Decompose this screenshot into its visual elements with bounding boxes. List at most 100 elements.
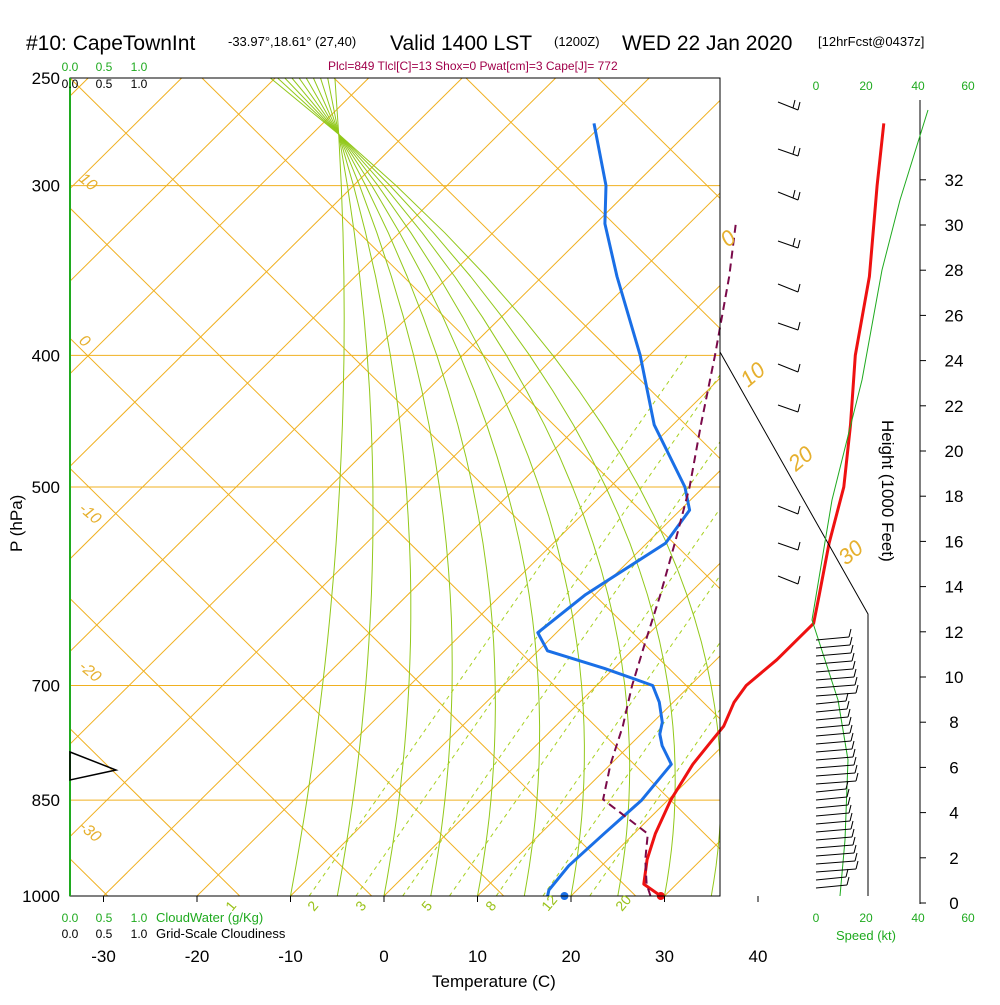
right-axis-label: Height (1000 Feet) bbox=[878, 420, 897, 562]
height-tick-label: 0 bbox=[949, 894, 958, 913]
cloudwater-tick-top: 1.0 bbox=[131, 60, 148, 74]
height-tick-label: 4 bbox=[949, 804, 958, 823]
wind-speed-tick-bottom: 0 bbox=[813, 911, 820, 925]
low-level-wind-barb-feather bbox=[852, 741, 854, 749]
cloudwater-label: CloudWater (g/Kg) bbox=[156, 910, 263, 925]
low-level-wind-barb bbox=[816, 789, 846, 792]
wind-speed-tick-bottom: 60 bbox=[961, 911, 975, 925]
low-level-wind-barb bbox=[816, 733, 850, 736]
wind-speed-tick-top: 20 bbox=[859, 79, 873, 93]
low-level-wind-barb-feather bbox=[854, 845, 856, 853]
wind-barb bbox=[778, 364, 798, 372]
cloudiness-tick-bottom: 1.0 bbox=[131, 927, 148, 941]
title-coords: -33.97°,18.61° (27,40) bbox=[228, 34, 356, 49]
dewpoint-line bbox=[538, 123, 690, 896]
height-tick-label: 24 bbox=[945, 352, 964, 371]
x-tick-label: 0 bbox=[379, 947, 388, 966]
wind-barb bbox=[778, 506, 798, 514]
low-level-wind-barb-feather bbox=[848, 797, 850, 805]
low-level-wind-barb bbox=[816, 637, 849, 640]
pressure-tick-label: 700 bbox=[32, 677, 60, 696]
low-level-wind-barb-feather bbox=[854, 669, 856, 677]
moist-adiabat-label: 10 bbox=[735, 356, 770, 391]
dry-adiabat-label: -10 bbox=[75, 500, 104, 528]
height-tick-label: 22 bbox=[945, 397, 964, 416]
dry-adiabat-label: -30 bbox=[75, 818, 104, 846]
low-level-wind-barb-feather bbox=[850, 725, 852, 733]
low-level-wind-barb bbox=[816, 885, 847, 888]
low-level-wind-barb-feather bbox=[850, 637, 852, 645]
x-axis-label: Temperature (C) bbox=[432, 972, 556, 991]
x-tick-label: 10 bbox=[468, 947, 487, 966]
mixing-ratio-line bbox=[403, 355, 781, 896]
low-level-wind-barb-feather bbox=[852, 653, 854, 661]
title-forecast: [12hrFcst@0437z] bbox=[818, 34, 924, 49]
moist-adiabat-label: 30 bbox=[833, 534, 868, 569]
wind-barb bbox=[778, 576, 798, 584]
cloudiness-tick-bottom: 0.5 bbox=[96, 927, 113, 941]
cloudwater-tick-bottom: 0.0 bbox=[62, 911, 79, 925]
low-level-wind-barb bbox=[816, 709, 847, 712]
low-level-wind-barb bbox=[816, 821, 850, 824]
x-tick-label: 30 bbox=[655, 947, 674, 966]
low-level-wind-barb-feather bbox=[849, 629, 851, 637]
x-tick-label: -20 bbox=[185, 947, 210, 966]
cloudiness-tick-top: 0.0 bbox=[62, 77, 79, 91]
low-level-wind-barb bbox=[816, 845, 853, 848]
dry-adiabat-label: 10 bbox=[75, 170, 100, 195]
low-level-wind-barb-feather bbox=[849, 805, 851, 813]
x-tick-label: -10 bbox=[278, 947, 303, 966]
low-level-wind-barb bbox=[816, 717, 848, 720]
wind-speed-tick-top: 0 bbox=[813, 79, 820, 93]
height-tick-label: 12 bbox=[945, 623, 964, 642]
height-tick-label: 2 bbox=[949, 849, 958, 868]
mixing-ratio-label: 5 bbox=[418, 898, 435, 914]
low-level-wind-barb bbox=[816, 861, 855, 864]
low-level-wind-barb bbox=[816, 853, 854, 856]
height-tick-label: 28 bbox=[945, 261, 964, 280]
mixing-ratio-label: 12 bbox=[538, 892, 560, 914]
dry-adiabat-label: 0 bbox=[75, 332, 93, 351]
low-level-wind-barb bbox=[816, 669, 853, 672]
low-level-wind-barb bbox=[816, 701, 846, 704]
low-level-wind-barb bbox=[816, 661, 852, 664]
low-level-wind-barb bbox=[816, 685, 855, 688]
low-level-wind-barb bbox=[816, 653, 851, 656]
low-level-wind-barb-feather bbox=[851, 645, 853, 653]
height-tick-label: 26 bbox=[945, 306, 964, 325]
height-tick-label: 30 bbox=[945, 216, 964, 235]
height-tick-label: 32 bbox=[945, 171, 964, 190]
title-valid: Valid 1400 LST bbox=[390, 32, 532, 55]
wind-barb-feather bbox=[798, 542, 800, 550]
low-level-wind-barb-feather bbox=[855, 853, 857, 861]
mixing-ratio-line bbox=[309, 355, 687, 896]
low-level-wind-barb-feather bbox=[853, 749, 855, 757]
wind-barb-feather bbox=[798, 404, 800, 412]
height-tick-label: 6 bbox=[949, 758, 958, 777]
low-level-wind-barb-feather bbox=[847, 877, 849, 885]
pressure-tick-label: 300 bbox=[32, 177, 60, 196]
low-level-wind-barb bbox=[816, 813, 849, 816]
low-level-wind-barb bbox=[816, 773, 855, 776]
low-level-wind-barb bbox=[816, 677, 854, 680]
cloudwater-tick-bottom: 1.0 bbox=[131, 911, 148, 925]
low-level-wind-barb bbox=[816, 725, 849, 728]
low-level-wind-barb-feather bbox=[853, 661, 855, 669]
cloudiness-tick-top: 1.0 bbox=[131, 77, 148, 91]
height-tick-label: 14 bbox=[945, 578, 964, 597]
x-tick-label: 20 bbox=[562, 947, 581, 966]
low-level-wind-barb-feather bbox=[849, 717, 851, 725]
low-level-wind-barb-feather bbox=[855, 765, 857, 773]
mixing-ratio-label: 20 bbox=[612, 892, 634, 914]
wind-barb bbox=[778, 405, 798, 412]
title-date: WED 22 Jan 2020 bbox=[622, 32, 792, 55]
height-tick-label: 18 bbox=[945, 487, 964, 506]
wind-barb-feather bbox=[798, 506, 800, 514]
low-level-wind-barb-feather bbox=[856, 773, 858, 781]
height-tick-label: 10 bbox=[945, 668, 964, 687]
low-level-wind-barb-feather bbox=[847, 701, 849, 709]
low-level-wind-barb-feather bbox=[855, 677, 857, 685]
